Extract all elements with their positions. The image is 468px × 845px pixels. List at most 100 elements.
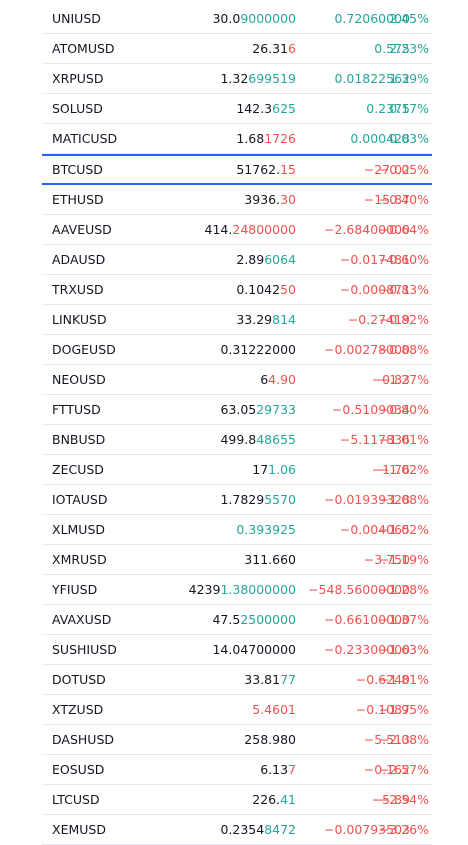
change-percent-cell: −0.64% (379, 215, 429, 244)
watchlist-row[interactable]: SUSHIUSD 14.04700000 −0.23300000 −1.63% (42, 635, 432, 665)
last-price-changed-digits: 1.38000000 (220, 582, 296, 597)
watchlist-row[interactable]: UNIUSD 30.0 9000000 0.72060000 2.45% (42, 4, 432, 34)
change-percent: −1.63% (378, 642, 429, 657)
symbol-name: ZECUSD (52, 462, 104, 477)
watchlist-row[interactable]: TRXUSD 0.1042 50 −0.000871 −0.83% (42, 275, 432, 305)
watchlist-row[interactable]: XEMUSD 0.2354 8472 −0.00793503 −3.26% (42, 815, 432, 845)
last-price: 30.0 9000000 (152, 4, 296, 33)
last-price-unchanged-digits: 1.7829 (220, 492, 265, 507)
change-value: 0.000428 (350, 131, 410, 146)
watchlist-row[interactable]: IOTAUSD 1.7829 5570 −0.01939328 −1.08% (42, 485, 432, 515)
change-percent-cell: −3.26% (379, 815, 429, 844)
change-percent: −2.57% (378, 762, 429, 777)
last-price-unchanged-digits: 17 (252, 462, 269, 477)
change-value: −0.83 (371, 372, 410, 387)
watchlist-row[interactable]: BTCUSD 51762. 15 −27.02 −0.05% (42, 154, 432, 185)
watchlist-row[interactable]: AVAXUSD 47.5 2500000 −0.66100000 −1.37% (42, 605, 432, 635)
change-percent-cell: −1.37% (379, 605, 429, 634)
last-price-unchanged-digits: 0.2354 (220, 822, 265, 837)
watchlist-row[interactable]: AAVEUSD 414. 24800000 −2.68400000 −0.64% (42, 215, 432, 245)
change-percent-cell: 2.23% (389, 34, 429, 63)
last-price-unchanged-digits: 1.32 (220, 71, 249, 86)
change-percent: −1.95% (378, 702, 429, 717)
change-percent-cell: −1.81% (379, 665, 429, 694)
watchlist-row[interactable]: SOLUSD 142.3 625 0.2375 0.17% (42, 94, 432, 124)
change-value: −0.017481 (339, 252, 410, 267)
last-price: 14.04700000 (152, 635, 296, 664)
last-price-changed-digits: 5.4601 (252, 702, 296, 717)
symbol-name: YFIUSD (52, 582, 98, 597)
watchlist-row[interactable]: DASHUSD 258.980 −5.513 −2.08% (42, 725, 432, 755)
change-percent-cell: −1.01% (379, 425, 429, 454)
last-price: 3936. 30 (152, 185, 296, 214)
last-price: 4239 1.38000000 (152, 575, 296, 604)
last-price: 258.980 (152, 725, 296, 754)
watchlist-row[interactable]: DOTUSD 33.81 77 −0.6240 −1.81% (42, 665, 432, 695)
last-price: 17 1.06 (152, 455, 296, 484)
symbol-name: UNIUSD (52, 11, 101, 26)
watchlist-row[interactable]: MATICUSD 1.68 1726 0.000428 0.03% (42, 124, 432, 154)
last-price-unchanged-digits: 33.81 (244, 672, 281, 687)
symbol-name: ATOMUSD (52, 41, 115, 56)
change-percent-cell: −0.82% (379, 305, 429, 334)
change-value: −2.68400000 (323, 222, 410, 237)
watchlist-row[interactable]: LINKUSD 33.29 814 −0.27419 −0.82% (42, 305, 432, 335)
watchlist-row[interactable]: XMRUSD 311.660 −3.750 −1.19% (42, 545, 432, 575)
watchlist-row[interactable]: XRPUSD 1.32 699519 0.01822562 1.39% (42, 64, 432, 94)
change-percent: −1.27% (378, 372, 429, 387)
change-value: −1.76 (371, 462, 410, 477)
watchlist-row[interactable]: EOSUSD 6.13 7 −0.162 −2.57% (42, 755, 432, 785)
change-value: −0.004065 (339, 522, 410, 537)
last-price-unchanged-digits: 3936. (244, 192, 281, 207)
watchlist-row[interactable]: LTCUSD 226. 41 −5.89 −2.54% (42, 785, 432, 815)
symbol-name: EOSUSD (52, 762, 105, 777)
symbol-name: AAVEUSD (52, 222, 112, 237)
last-price-unchanged-digits: 6.13 (260, 762, 289, 777)
change-value: 0.575 (374, 41, 410, 56)
last-price-changed-digits: 2500000 (240, 612, 296, 627)
watchlist-row[interactable]: BNBUSD 499.8 48655 −5.117836 −1.01% (42, 425, 432, 455)
last-price-unchanged-digits: 14.04700000 (212, 642, 296, 657)
symbol-name: XTZUSD (52, 702, 104, 717)
watchlist-row[interactable]: ETHUSD 3936. 30 −15.87 −0.40% (42, 185, 432, 215)
last-price-changed-digits: 30 (280, 192, 296, 207)
last-price-changed-digits: 24800000 (232, 222, 296, 237)
change-percent: −0.40% (378, 192, 429, 207)
change-value: −0.00793503 (323, 822, 410, 837)
change-value: −15.87 (363, 192, 410, 207)
watchlist-row[interactable]: DOGEUSD 0.31222000 −0.00278000 −0.88% (42, 335, 432, 365)
last-price: 414. 24800000 (152, 215, 296, 244)
last-price-unchanged-digits: 30.0 (212, 11, 241, 26)
change-percent: −0.82% (378, 312, 429, 327)
watchlist-row[interactable]: XTZUSD 5.4601 −0.1087 −1.95% (42, 695, 432, 725)
last-price-changed-digits: 48655 (256, 432, 296, 447)
last-price-changed-digits: 41 (280, 792, 296, 807)
change-percent: 2.45% (389, 11, 429, 26)
last-price-unchanged-digits: 47.5 (212, 612, 241, 627)
watchlist-row[interactable]: FTTUSD 63.05 29733 −0.5109034 −0.80% (42, 395, 432, 425)
symbol-name: BTCUSD (52, 162, 103, 177)
change-percent-cell: −0.88% (379, 335, 429, 364)
last-price: 63.05 29733 (152, 395, 296, 424)
change-value: −0.1087 (355, 702, 410, 717)
last-price-unchanged-digits: 63.05 (220, 402, 257, 417)
change-percent: −0.80% (378, 402, 429, 417)
watchlist-row[interactable]: ATOMUSD 26.31 6 0.575 2.23% (42, 34, 432, 64)
last-price: 26.31 6 (152, 34, 296, 63)
symbol-name: MATICUSD (52, 131, 118, 146)
last-price: 142.3 625 (152, 94, 296, 123)
watchlist-row[interactable]: ZECUSD 17 1.06 −1.76 −1.02% (42, 455, 432, 485)
change-percent: −1.28% (378, 582, 429, 597)
change-value: −0.000871 (339, 282, 410, 297)
last-price-unchanged-digits: 33.29 (236, 312, 273, 327)
change-percent-cell: −2.54% (379, 785, 429, 814)
change-value: −0.5109034 (331, 402, 410, 417)
watchlist-row[interactable]: YFIUSD 4239 1.38000000 −548.56000000 −1.28% (42, 575, 432, 605)
change-percent: −2.54% (378, 792, 429, 807)
watchlist-row[interactable]: XLMUSD 0.393925 −0.004065 −1.02% (42, 515, 432, 545)
last-price: 47.5 2500000 (152, 605, 296, 634)
change-percent: −3.26% (378, 822, 429, 837)
watchlist-row[interactable]: ADAUSD 2.89 6064 −0.017481 −0.60% (42, 245, 432, 275)
symbol-name: XLMUSD (52, 522, 106, 537)
watchlist-row[interactable]: NEOUSD 6 4.90 −0.83 −1.27% (42, 365, 432, 395)
